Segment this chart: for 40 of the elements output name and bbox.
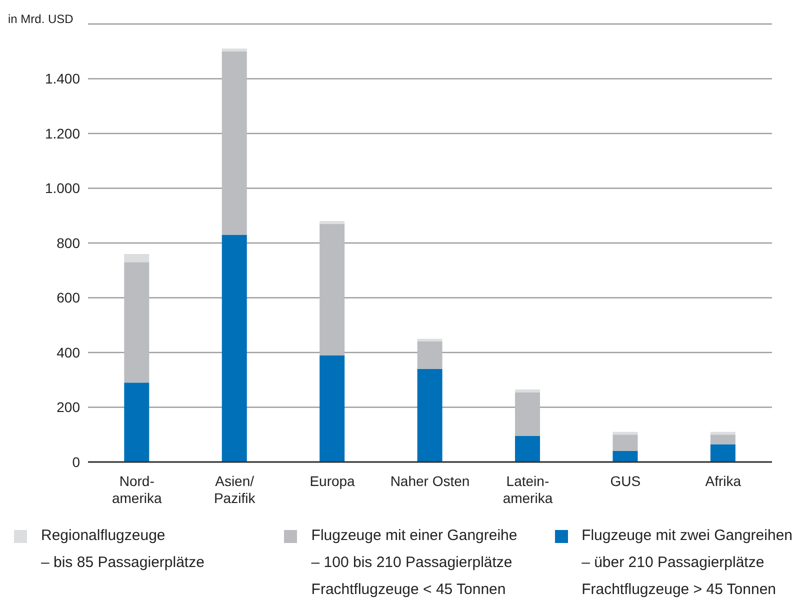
legend-label: Flugzeuge mit einer Gangreihe – 100 bis 210 Passagierplätze Frachtflugzeuge < 45 Tonnen: [311, 526, 518, 600]
x-tick-label: Nord- amerika: [112, 473, 162, 506]
x-tick-label: GUS: [610, 473, 641, 489]
y-tick-label: 600: [56, 290, 80, 306]
y-tick-label: 0: [72, 454, 80, 470]
y-tick-label: 200: [56, 399, 80, 416]
y-tick-label: 1.200: [44, 125, 80, 142]
bar: [417, 368, 442, 462]
bar: [124, 262, 150, 383]
bar: [222, 51, 247, 235]
legend-label: Regionalflugzeuge – bis 85 Passagierplätze: [41, 526, 204, 573]
bar: [710, 444, 736, 462]
bar: [320, 221, 345, 224]
y-tick-label: 1.400: [44, 70, 80, 87]
bar: [710, 434, 736, 444]
y-tick-label: 1.000: [44, 180, 80, 196]
y-tick-label: 400: [56, 344, 80, 360]
bar: [417, 342, 442, 369]
bar: [612, 434, 638, 452]
x-tick-label: Asien/ Pazifik: [214, 473, 256, 506]
bar: [222, 48, 247, 52]
x-tick-label: Latein- amerika: [502, 473, 553, 506]
bar: [320, 355, 345, 462]
y-axis-title: in Mrd. USD: [8, 12, 74, 26]
bar: [320, 224, 345, 356]
bar: [515, 436, 540, 462]
bar: [515, 392, 540, 436]
x-tick-label: Naher Osten: [390, 473, 470, 489]
bar: [612, 432, 638, 435]
x-tick-label: Afrika: [705, 473, 742, 489]
bar: [710, 432, 736, 435]
x-tick-label: Europa: [310, 473, 356, 489]
legend-label: Flugzeuge mit zwei Gangreihen – über 210 Passagierplätze Frachtflugzeuge > 45 Tonnen: [582, 526, 793, 600]
bar: [124, 382, 150, 462]
bar: [515, 389, 540, 392]
bar: [417, 338, 442, 342]
y-tick-label: 800: [56, 234, 80, 251]
bar: [222, 234, 247, 462]
bar: [124, 254, 150, 262]
bar: [612, 451, 638, 462]
